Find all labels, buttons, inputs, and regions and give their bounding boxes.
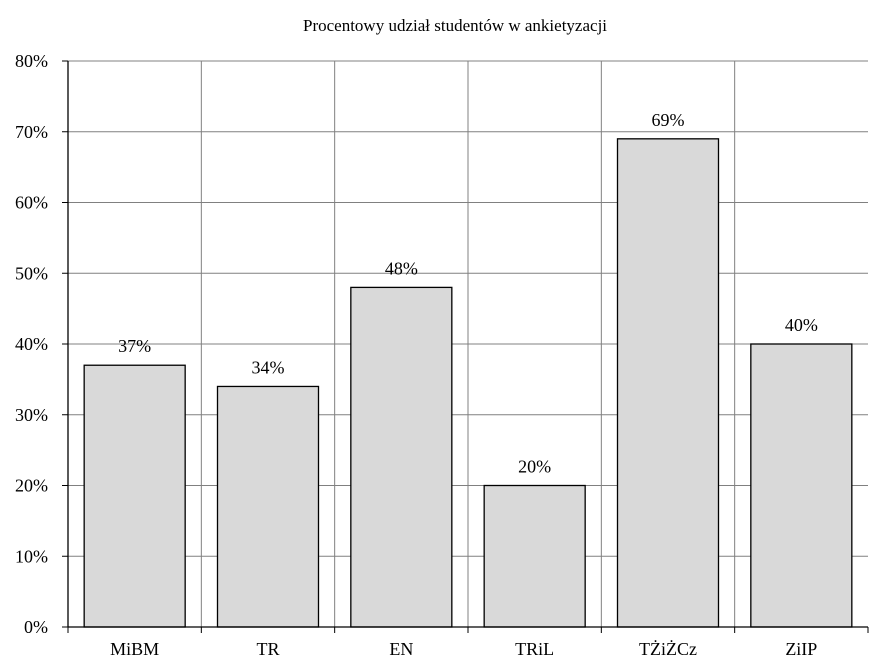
- bar-mibm: [83, 364, 186, 628]
- y-tick-label: 80%: [15, 51, 48, 71]
- axes: [62, 60, 869, 633]
- y-tick-label: 40%: [15, 334, 48, 354]
- x-tick-label: MiBM: [110, 639, 159, 659]
- bar-tr: [216, 385, 320, 628]
- bar-ziip: [750, 343, 853, 628]
- data-label: 40%: [785, 315, 818, 335]
- chart-title: Procentowy udział studentów w ankietyzac…: [303, 16, 607, 35]
- x-tick-label: ZiIP: [785, 639, 817, 659]
- x-tick-label: TŻiŻCz: [639, 639, 697, 659]
- y-tick-label: 60%: [15, 193, 48, 213]
- x-tick-label: TRiL: [515, 639, 554, 659]
- bar-tril: [483, 484, 586, 628]
- bar-tżiżcz: [616, 138, 720, 628]
- bars: [83, 138, 853, 628]
- y-tick-label: 10%: [15, 546, 48, 566]
- data-label: 34%: [252, 357, 285, 377]
- x-axis-tick-labels: MiBM TR EN TRiL TŻiŻCz ZiIP: [110, 639, 817, 659]
- bar-en: [350, 286, 453, 628]
- y-tick-label: 70%: [15, 122, 48, 142]
- data-label: 37%: [118, 336, 151, 356]
- data-labels: 37% 34% 48% 20% 69% 40%: [118, 110, 818, 477]
- y-tick-label: 0%: [24, 617, 48, 637]
- y-tick-label: 20%: [15, 476, 48, 496]
- gridlines: [68, 60, 868, 627]
- y-tick-label: 30%: [15, 405, 48, 425]
- data-label: 20%: [518, 457, 551, 477]
- x-tick-label: EN: [389, 639, 413, 659]
- y-tick-label: 50%: [15, 263, 48, 283]
- x-tick-label: TR: [256, 639, 279, 659]
- y-axis-tick-labels: 0% 10% 20% 30% 40% 50% 60% 70% 80%: [15, 51, 48, 637]
- data-label: 69%: [652, 110, 685, 130]
- data-label: 48%: [385, 258, 418, 278]
